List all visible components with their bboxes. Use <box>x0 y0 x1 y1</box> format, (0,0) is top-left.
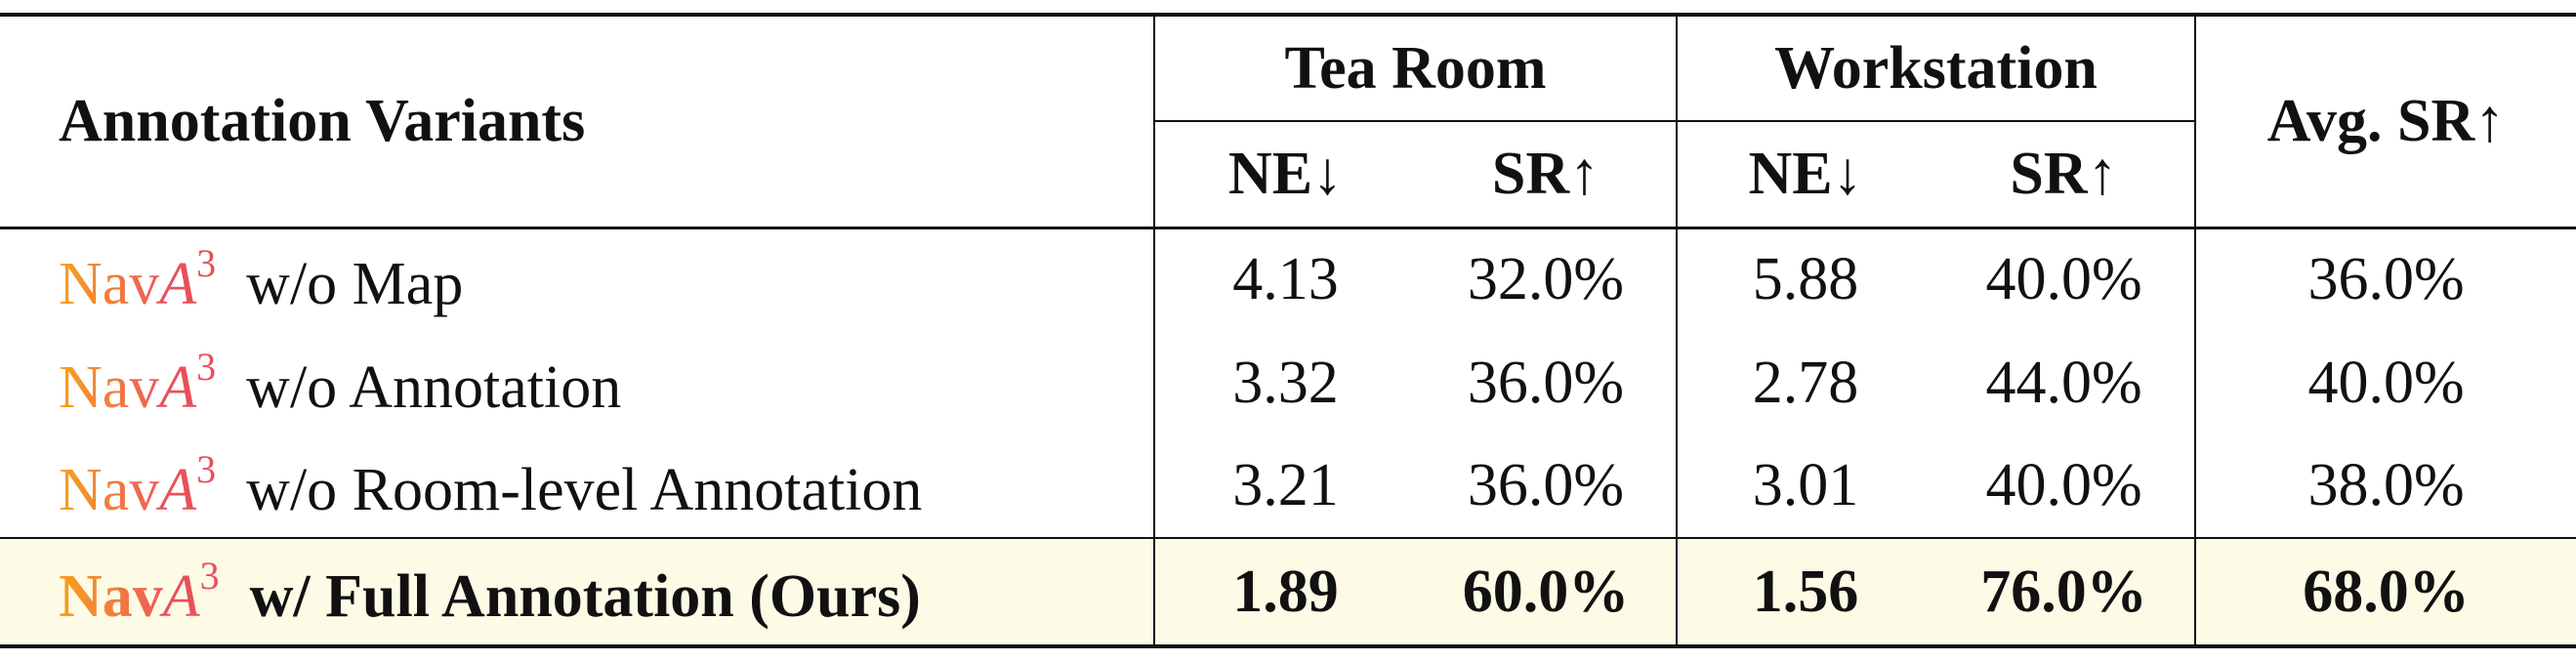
model-letter: A <box>159 251 197 318</box>
value-cell: 5.88 <box>1752 246 1859 313</box>
value-cell: 36.0% <box>2307 246 2465 313</box>
model-letter: A <box>159 353 197 421</box>
value-cell: 3.21 <box>1232 452 1339 518</box>
model-letter: A <box>159 457 197 523</box>
value-cell: 3.01 <box>1752 452 1859 518</box>
header-cell: Avg. SR↑ <box>2195 13 2576 229</box>
table-row: NavA3 w/o Map 4.13 32.0% 5.88 40.0% 36.0% <box>0 228 2576 331</box>
variant-cell: NavA3 w/o Annotation <box>0 331 1155 434</box>
header-cell: NE↓ <box>1154 121 1416 229</box>
header-cell: Annotation Variants <box>0 13 1155 229</box>
value-cell: 2.78 <box>1752 349 1859 416</box>
value-cell: 44.0% <box>1933 331 2197 434</box>
variant-cell: NavA3 w/o Room-level Annotation <box>0 434 1155 538</box>
value-cell: 38.0% <box>2307 452 2465 518</box>
results-table: Annotation Variants Tea Room Workstation… <box>0 13 2576 648</box>
header-cell: Workstation <box>1677 13 2197 122</box>
variant-name: w/o Room-level Annotation <box>246 457 923 523</box>
model-letter: A <box>162 562 200 630</box>
table-row: NavA3 w/o Annotation 3.32 36.0% 2.78 44.0% 40… <box>0 331 2576 434</box>
model-prefix: Nav <box>59 251 160 318</box>
model-sup: 3 <box>196 344 217 389</box>
variant-name: w/ Full Annotation (Ours) <box>249 562 921 630</box>
table-row: NavA3 w/ Full Annotation (Ours) 1.89 60.0%… <box>0 537 2576 648</box>
header-cell: Tea Room <box>1154 13 1679 122</box>
value-cell: 40.0% <box>1933 434 2197 538</box>
variant-name: w/o Map <box>246 251 464 318</box>
value-cell: 40.0% <box>1933 228 2197 331</box>
value-cell: 36.0% <box>1416 434 1679 538</box>
variant-cell: NavA3 w/o Map <box>0 228 1155 331</box>
model-sup: 3 <box>199 553 220 598</box>
table-body: NavA3 w/o Map 4.13 32.0% 5.88 40.0% 36.0% NavA… <box>0 228 2576 648</box>
variant-cell: NavA3 w/ Full Annotation (Ours) <box>0 537 1155 648</box>
value-cell: 76.0% <box>1933 537 2197 648</box>
table-row: NavA3 w/o Room-level Annotation 3.21 36.0%… <box>0 434 2576 538</box>
value-cell: 1.56 <box>1677 537 1934 648</box>
value-cell: 36.0% <box>1416 331 1679 434</box>
value-cell: 1.89 <box>1154 537 1416 648</box>
model-prefix: Nav <box>59 562 163 630</box>
header-cell: NE↓ <box>1677 121 1934 229</box>
model-sup: 3 <box>196 241 217 286</box>
value-cell: 3.32 <box>1232 349 1339 416</box>
value-cell: 4.13 <box>1232 246 1339 313</box>
value-cell: 40.0% <box>2307 349 2465 416</box>
header-cell: SR↑ <box>1933 121 2197 229</box>
value-cell: 32.0% <box>1416 228 1679 331</box>
model-prefix: Nav <box>59 353 160 421</box>
value-cell: 68.0% <box>2195 537 2576 648</box>
value-cell: 60.0% <box>1416 537 1679 648</box>
model-sup: 3 <box>196 447 217 491</box>
variant-name: w/o Annotation <box>246 353 622 421</box>
header-cell: SR↑ <box>1416 121 1679 229</box>
model-prefix: Nav <box>59 457 160 523</box>
